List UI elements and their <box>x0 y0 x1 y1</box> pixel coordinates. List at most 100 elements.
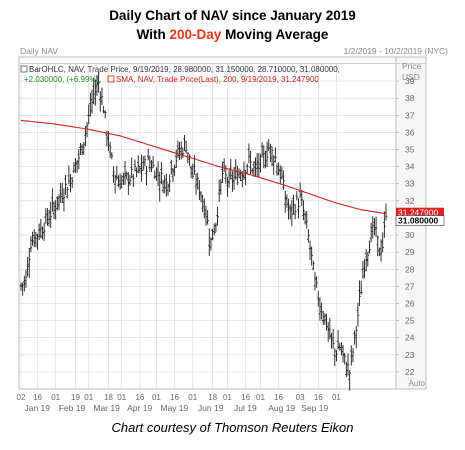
ohlc-bar <box>288 204 292 220</box>
ohlc-bar <box>239 169 242 182</box>
x-axis-ticks: 02 16 01 19 01 18 01 16 01 16 01 18 01 16 01 16 03 16 01Ja… <box>17 393 342 413</box>
y-axis-ticks: 222324252627282930313233343536373839 <box>396 76 415 377</box>
title-highlight: 200-Day <box>169 27 222 42</box>
x-month-label: Sep 19 <box>301 403 328 413</box>
ohlc-bar <box>354 325 358 349</box>
ohlc-bar <box>290 199 294 227</box>
currency-label: USD <box>402 72 420 82</box>
ohlc-bar <box>262 145 266 169</box>
ohlc-bar <box>59 182 62 203</box>
ohlc-bar <box>252 161 256 177</box>
ohlc-bar <box>348 370 351 391</box>
ohlc-bar <box>308 240 312 260</box>
y-tick-label: 28 <box>405 264 415 274</box>
ohlc-bar <box>330 332 333 349</box>
ohlc-bar <box>245 163 249 175</box>
ohlc-bar <box>318 297 322 321</box>
legend-bar-line2: +2.030000, (+6.99%), <box>24 75 101 84</box>
ohlc-bar <box>376 235 380 257</box>
ohlc-bar <box>161 179 165 194</box>
y-tick-label: 33 <box>405 179 415 189</box>
ohlc-bar <box>171 168 175 182</box>
ohlc-bar <box>98 91 102 112</box>
ohlc-bar <box>150 160 153 172</box>
x-month-label: Feb 19 <box>59 403 86 413</box>
ohlc-bar <box>32 229 36 248</box>
ohlc-bar <box>23 275 26 292</box>
ohlc-bar <box>103 110 107 119</box>
x-tick-label: 16 <box>274 393 283 402</box>
x-tick-label: 01 <box>223 393 232 402</box>
ohlc-bar <box>132 173 135 188</box>
ohlc-bar <box>19 282 23 291</box>
ohlc-bar <box>275 163 279 176</box>
y-tick-label: 26 <box>405 298 415 308</box>
legend-bar-line1: BarOHLC, NAV, Trade Price, 9/19/2019, 28… <box>29 65 340 74</box>
x-month-label: Apr 19 <box>127 403 152 413</box>
x-tick-label: 03 <box>296 393 305 402</box>
ohlc-bar <box>341 344 345 363</box>
y-tick-label: 25 <box>405 316 415 326</box>
ohlc-bar <box>270 146 274 167</box>
auto-scale-label[interactable]: Auto <box>409 379 426 388</box>
ohlc-bar <box>358 280 361 306</box>
ohlc-bar <box>321 311 325 325</box>
ohlc-bar <box>264 150 267 169</box>
ohlc-bar <box>69 174 72 193</box>
ohlc-bar <box>110 152 114 160</box>
ohlc-bar <box>168 174 171 193</box>
ohlc-bar <box>307 229 310 243</box>
ohlc-bar <box>49 201 53 229</box>
y-tick-label: 38 <box>405 93 415 103</box>
ohlc-bar <box>368 240 371 254</box>
ohlc-bar <box>335 350 338 362</box>
ohlc-bar <box>292 194 295 215</box>
ohlc-bar <box>21 282 24 296</box>
ohlc-bar <box>108 141 112 158</box>
ohlc-bar <box>331 328 335 349</box>
ohlc-bar <box>378 247 381 257</box>
ohlc-bar <box>120 175 124 189</box>
y-tick-label: 36 <box>405 127 415 137</box>
ohlc-bar <box>272 155 275 176</box>
x-tick-label: 19 <box>71 393 80 402</box>
ohlc-bar <box>87 104 91 125</box>
ohlc-bar <box>174 149 178 168</box>
ohlc-bar <box>326 322 330 342</box>
y-tick-label: 35 <box>405 145 415 155</box>
y-tick-label: 34 <box>405 162 415 172</box>
ohlc-bar <box>191 163 195 179</box>
x-month-label: Mar 19 <box>93 403 120 413</box>
ohlc-bar <box>280 166 284 180</box>
x-tick-label: 01 <box>332 393 341 402</box>
ohlc-bar <box>92 78 95 105</box>
ohlc-bar <box>369 222 373 243</box>
ohlc-bar <box>148 155 152 173</box>
ohlc-bar <box>143 155 147 167</box>
ohlc-bar <box>353 330 356 345</box>
chart-header-right: 1/2/2019 - 10/2/2019 (NYC) <box>344 46 449 56</box>
ohlc-bar <box>207 228 211 256</box>
ohlc-bar <box>52 201 56 219</box>
ohlc-bar <box>249 150 252 175</box>
svg-text:31.247900: 31.247900 <box>398 208 438 218</box>
ohlc-bar <box>140 154 143 182</box>
ohlc-bar <box>181 147 185 158</box>
ohlc-bar <box>297 198 300 219</box>
ohlc-bar <box>82 142 86 155</box>
ohlc-bar <box>57 194 61 211</box>
ohlc-bar <box>199 191 203 203</box>
ohlc-bar <box>212 223 216 236</box>
ohlc-bar <box>89 92 92 117</box>
x-tick-label: 01 <box>256 393 265 402</box>
ohlc-bar <box>24 270 28 288</box>
ohlc-bar <box>138 165 142 174</box>
ohlc-bar <box>118 173 122 190</box>
ohlc-bar <box>67 165 71 185</box>
y-tick-label: 32 <box>405 196 415 206</box>
ohlc-bar <box>260 142 264 157</box>
ohlc-bar <box>302 200 305 221</box>
ohlc-bar <box>166 183 170 196</box>
ohlc-bar <box>282 170 285 190</box>
ohlc-bar <box>125 171 129 180</box>
